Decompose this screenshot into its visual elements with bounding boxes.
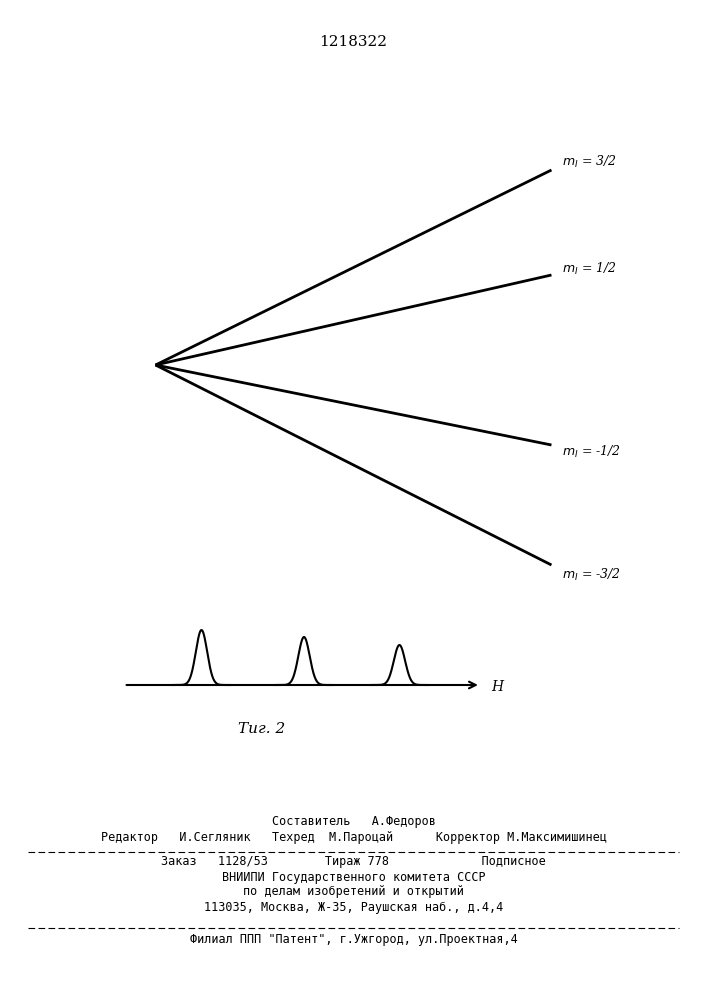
Text: $m_I$ = 3/2: $m_I$ = 3/2 <box>562 154 617 170</box>
Text: H: H <box>491 680 503 694</box>
Text: Заказ   1128/53        Тираж 778             Подписное: Заказ 1128/53 Тираж 778 Подписное <box>161 856 546 868</box>
Text: $m_I$ = 1/2: $m_I$ = 1/2 <box>562 261 617 277</box>
Text: $m_I$ = -3/2: $m_I$ = -3/2 <box>562 567 621 583</box>
Text: Τиг. 2: Τиг. 2 <box>238 722 285 736</box>
Text: Составитель   А.Федоров: Составитель А.Федоров <box>271 816 436 828</box>
Text: по делам изобретений и открытий: по делам изобретений и открытий <box>243 886 464 898</box>
Text: ВНИИПИ Государственного комитета СССР: ВНИИПИ Государственного комитета СССР <box>222 870 485 884</box>
Text: Редактор   И.Сегляник   Техред  М.Пароцай      Корректор М.Максимишинец: Редактор И.Сегляник Техред М.Пароцай Кор… <box>100 832 607 844</box>
Text: $m_I$ = -1/2: $m_I$ = -1/2 <box>562 444 621 460</box>
Text: Филиал ППП "Патент", г.Ужгород, ул.Проектная,4: Филиал ППП "Патент", г.Ужгород, ул.Проек… <box>189 934 518 946</box>
Text: 1218322: 1218322 <box>320 35 387 49</box>
Text: 113035, Москва, Ж-35, Раушская наб., д.4,4: 113035, Москва, Ж-35, Раушская наб., д.4… <box>204 900 503 914</box>
